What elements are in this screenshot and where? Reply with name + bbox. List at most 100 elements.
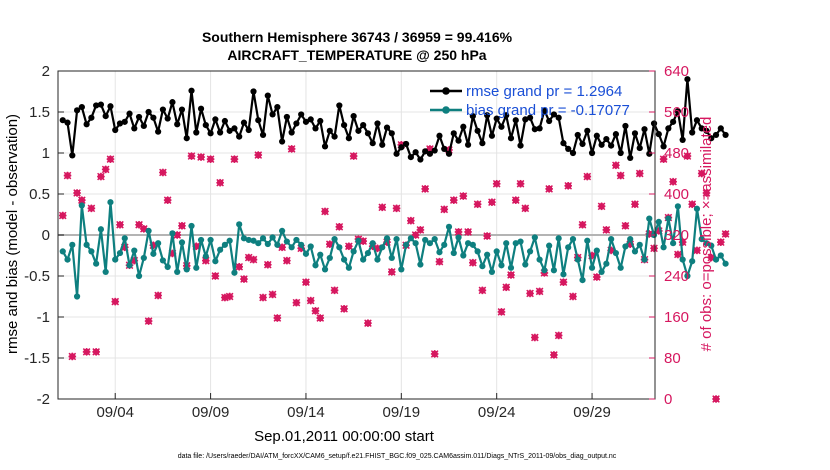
rmse-point <box>188 87 195 94</box>
y-tick-label: -2 <box>37 391 50 408</box>
bias-point <box>307 243 314 250</box>
bias-point <box>660 244 667 251</box>
rmse-point <box>155 128 162 135</box>
obs-assimilated-marker <box>716 238 725 247</box>
bias-point <box>159 257 167 264</box>
obs-assimilated-marker <box>592 273 601 281</box>
rmse-point <box>417 156 424 163</box>
bias-point <box>226 237 233 244</box>
rmse-point <box>288 129 295 136</box>
rmse-point <box>264 92 271 99</box>
rmse-point <box>269 111 276 118</box>
obs-assimilated-marker <box>116 220 124 229</box>
rmse-point <box>345 135 352 142</box>
obs-assimilated-marker <box>263 260 272 269</box>
rmse-point <box>350 113 357 120</box>
bias-point <box>83 241 90 248</box>
rmse-point <box>450 130 457 137</box>
rmse-point <box>402 140 410 148</box>
obs-assimilated-marker <box>211 272 220 280</box>
bias-point <box>59 248 66 255</box>
bias-point <box>312 262 319 269</box>
bias-point <box>240 235 248 242</box>
bias-point <box>135 272 143 280</box>
obs-assimilated-marker <box>187 152 196 160</box>
obs-assimilated-marker <box>87 204 96 213</box>
bias-point <box>64 256 71 263</box>
bias-point <box>579 277 586 284</box>
y-tick-label: 0.5 <box>29 186 50 203</box>
bias-point <box>298 241 305 248</box>
rmse-point <box>641 126 648 133</box>
rmse-point <box>393 150 400 157</box>
obs-assimilated-marker <box>616 171 625 180</box>
rmse-point <box>526 114 534 121</box>
bias-point <box>417 261 424 268</box>
bias-point <box>212 258 219 265</box>
rmse-point <box>121 118 128 125</box>
rmse-point <box>550 111 558 118</box>
obs-count-markers <box>58 140 730 403</box>
bias-point <box>231 269 238 276</box>
obs-assimilated-marker <box>697 169 706 178</box>
bias-point <box>174 268 181 275</box>
y-tick-label: 0 <box>42 227 50 244</box>
rmse-point <box>169 99 176 106</box>
bias-point <box>393 236 400 243</box>
rmse-point <box>555 114 562 121</box>
bias-point <box>684 272 691 280</box>
rmse-point <box>240 119 248 126</box>
bias-point <box>388 254 395 262</box>
obs-assimilated-marker <box>302 278 310 286</box>
rmse-point <box>383 124 391 131</box>
bias-point <box>217 246 224 253</box>
rmse-point <box>293 120 300 127</box>
bias-point <box>627 236 634 243</box>
y-tick-label: -1 <box>37 309 50 326</box>
bias-point <box>488 268 496 275</box>
rmse-point <box>135 113 143 121</box>
bias-point <box>693 205 701 212</box>
bias-point <box>655 218 662 225</box>
rmse-point <box>326 127 333 134</box>
bias-point <box>512 240 519 247</box>
bias-point <box>283 238 290 245</box>
rmse-point <box>722 131 729 139</box>
rmse-point <box>73 107 81 114</box>
rmse-point <box>622 122 629 130</box>
rmse-point <box>674 108 681 115</box>
legend: rmse grand pr = 1.2964 bias grand pr = -… <box>430 83 630 119</box>
rmse-point <box>460 123 467 130</box>
rmse-point <box>407 154 414 161</box>
bias-point <box>479 263 486 270</box>
bias-point <box>317 251 324 258</box>
obs-assimilated-marker <box>650 244 658 253</box>
legend-bias-marker <box>442 106 450 114</box>
y2-tick-label: 320 <box>664 227 689 244</box>
rmse-point <box>312 125 319 132</box>
rmse-point <box>670 118 677 125</box>
obs-assimilated-marker <box>111 297 120 306</box>
obs-assimilated-marker <box>497 308 506 316</box>
rmse-point <box>588 149 596 157</box>
bias-point <box>569 236 577 243</box>
y2-tick-label: 400 <box>664 186 689 203</box>
rmse-point <box>512 117 519 124</box>
bias-point <box>603 260 610 267</box>
bias-point <box>402 241 410 248</box>
rmse-point <box>193 129 200 136</box>
rmse-point <box>145 108 152 116</box>
left-axis-ticks: -2 -1.5 -1 -0.5 0 0.5 1 1.5 2 <box>24 63 64 408</box>
obs-assimilated-marker <box>602 226 611 234</box>
rmse-point <box>422 148 429 155</box>
rmse-point <box>398 144 405 151</box>
rmse-point <box>360 122 367 129</box>
obs-assimilated-marker <box>597 202 606 211</box>
rmse-point <box>503 112 510 119</box>
x-tick-label: 09/04 <box>96 404 134 421</box>
obs-assimilated-marker <box>154 291 162 300</box>
rmse-point <box>679 136 686 143</box>
rmse-point <box>412 149 419 156</box>
rmse-point <box>317 117 324 125</box>
obs-assimilated-marker <box>511 196 520 204</box>
